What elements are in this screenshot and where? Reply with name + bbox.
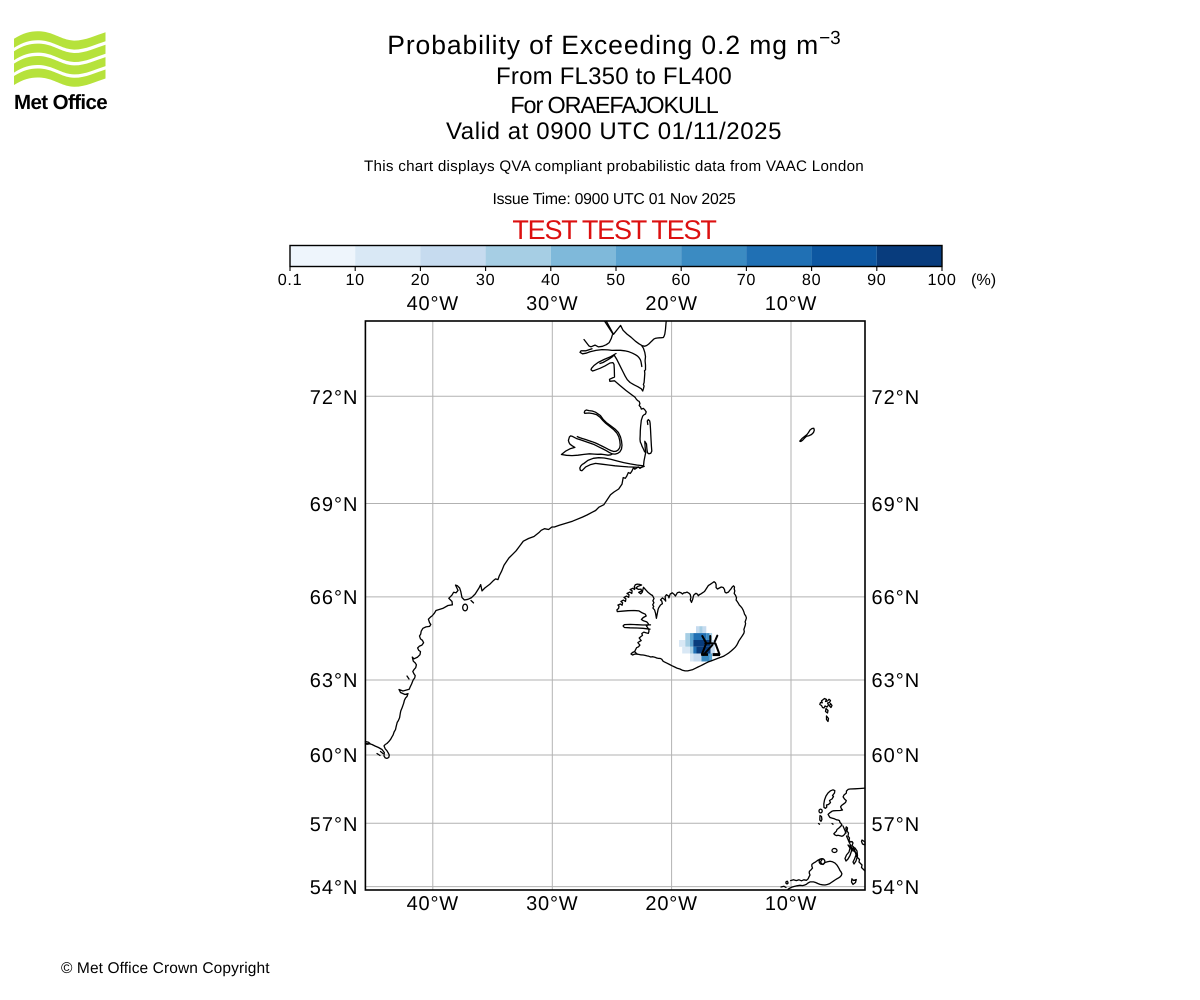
svg-text:Met Office: Met Office xyxy=(14,91,107,114)
